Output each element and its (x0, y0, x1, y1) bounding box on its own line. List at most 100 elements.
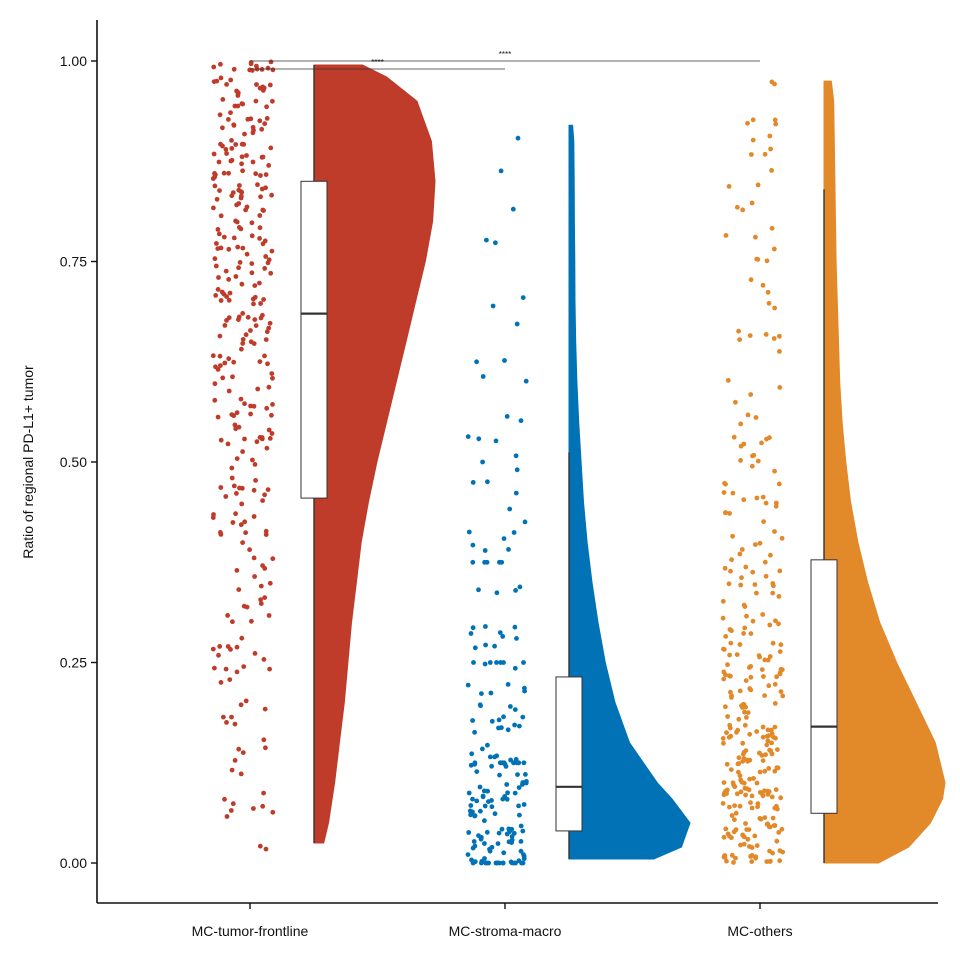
jitter-points-layer (210, 59, 786, 866)
data-point (465, 682, 471, 688)
data-point (226, 356, 232, 362)
data-point (777, 670, 783, 676)
data-point (470, 480, 476, 485)
data-point (234, 568, 240, 573)
data-point (490, 303, 496, 309)
data-point (262, 121, 268, 127)
data-point (470, 718, 475, 723)
data-point (753, 542, 758, 547)
data-point (764, 733, 770, 739)
data-point (220, 375, 226, 381)
data-point (726, 734, 732, 740)
data-point (730, 490, 736, 496)
data-point (253, 323, 259, 328)
data-point (774, 674, 779, 680)
data-point (229, 465, 235, 471)
data-point (752, 833, 758, 839)
data-point (748, 392, 754, 397)
data-point (487, 660, 493, 665)
data-point (517, 723, 522, 729)
data-point (508, 704, 513, 709)
data-point (771, 336, 777, 341)
data-point (215, 287, 221, 292)
y-tick-label: 0.50 (60, 454, 87, 470)
data-point (249, 261, 255, 266)
data-point (729, 695, 734, 700)
data-point (248, 403, 254, 409)
data-point (270, 98, 275, 104)
data-point (258, 597, 263, 603)
data-point (755, 182, 761, 188)
data-point (267, 666, 272, 672)
data-point (774, 500, 779, 506)
data-point (236, 317, 241, 322)
data-point (777, 333, 782, 339)
data-point (757, 790, 763, 795)
data-point (484, 237, 489, 243)
data-point (476, 833, 481, 838)
data-point (238, 195, 244, 201)
data-point (234, 410, 240, 416)
data-point (721, 669, 727, 675)
data-point (252, 651, 258, 656)
data-point (749, 805, 755, 811)
data-point (254, 439, 260, 445)
data-point (772, 117, 778, 123)
data-point (732, 784, 738, 790)
data-point (748, 674, 754, 680)
data-point (238, 522, 244, 528)
data-point (257, 280, 262, 286)
data-point (258, 194, 263, 200)
data-point (230, 374, 235, 380)
data-point (760, 793, 766, 799)
half-violins-layer (313, 64, 946, 864)
data-point (522, 688, 527, 694)
data-point (727, 511, 732, 516)
data-point (245, 116, 251, 122)
data-point (214, 196, 220, 202)
data-point (252, 317, 258, 322)
data-point (512, 790, 518, 796)
data-point (518, 418, 524, 424)
data-point (220, 125, 225, 131)
data-point (729, 628, 734, 634)
data-point (720, 615, 726, 621)
data-point (258, 315, 264, 321)
data-point (242, 131, 247, 137)
data-point (762, 693, 767, 698)
data-point (479, 860, 484, 866)
data-point (765, 727, 771, 733)
data-point (264, 104, 269, 110)
data-point (217, 333, 223, 339)
data-point (486, 799, 491, 804)
data-point (229, 138, 234, 143)
data-point (264, 116, 270, 121)
data-point (260, 803, 266, 809)
data-point (776, 621, 781, 627)
data-point (502, 358, 507, 363)
data-point (229, 157, 235, 163)
data-point (482, 841, 487, 846)
data-point (501, 760, 507, 766)
data-point (506, 547, 511, 552)
data-point (772, 701, 778, 706)
data-point (770, 590, 776, 596)
data-point (224, 82, 230, 87)
data-point (767, 435, 772, 441)
data-point (213, 364, 218, 370)
data-point (211, 64, 217, 70)
data-point (778, 689, 784, 694)
data-point (753, 234, 758, 240)
data-point (523, 378, 529, 384)
data-point (512, 665, 518, 671)
data-point (750, 618, 756, 624)
data-point (724, 761, 730, 767)
data-point (760, 734, 766, 740)
data-point (243, 332, 249, 338)
data-point (725, 714, 730, 719)
data-point (501, 536, 507, 541)
data-point (513, 490, 519, 496)
data-point (470, 860, 476, 866)
data-point (217, 188, 222, 194)
